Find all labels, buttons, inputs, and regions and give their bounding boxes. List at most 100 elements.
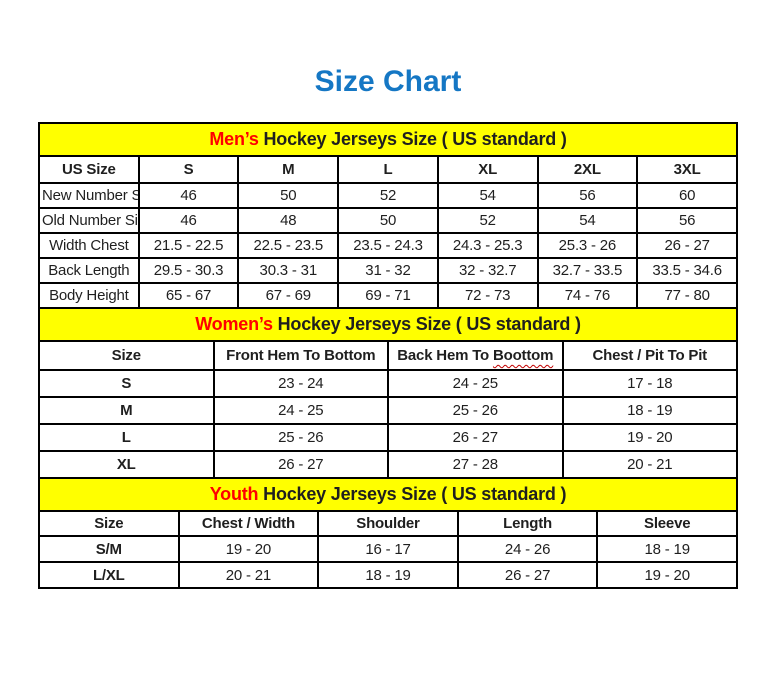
size-value-cell: 26 - 27 (456, 561, 599, 589)
row-label: Width Chest (38, 232, 140, 259)
column-header: Front Hem To Bottom (212, 340, 389, 371)
size-value-cell: 54 (536, 207, 639, 234)
row-label: New Number Size (38, 182, 140, 209)
size-value-cell: 25.3 - 26 (536, 232, 639, 259)
size-label-header: Size (38, 340, 215, 371)
size-value-cell: 26 - 27 (212, 450, 389, 479)
mens-header-row: US Size S M L XL 2XL 3XL (38, 155, 738, 184)
size-value-cell: 48 (237, 207, 340, 234)
womens-section-title-highlight: Women’s (195, 314, 273, 334)
size-value-cell: 31 - 32 (337, 257, 439, 284)
size-value-cell: 32.7 - 33.5 (536, 257, 639, 284)
row-label: XL (38, 450, 215, 479)
row-label: Old Number Size (38, 207, 140, 234)
size-value-cell: 16 - 17 (317, 535, 459, 563)
womens-section-title-rest: Hockey Jerseys Size ( US standard ) (272, 314, 581, 334)
womens-table-body: S 23 - 24 24 - 25 17 - 18 M 24 - 25 25 - 26 18 … (38, 369, 738, 479)
column-header: Shoulder (317, 510, 459, 537)
size-value-cell: 25 - 26 (212, 423, 389, 452)
size-value-cell: 69 - 71 (337, 282, 439, 309)
size-value-cell: 18 - 19 (317, 561, 459, 589)
size-value-cell: 20 - 21 (177, 561, 320, 589)
mens-size-table: Men’s Hockey Jerseys Size ( US standard … (38, 122, 738, 309)
row-label: M (38, 396, 215, 425)
table-row: L/XL 20 - 21 18 - 19 26 - 27 19 - 20 (38, 561, 738, 589)
size-chart: Men’s Hockey Jerseys Size ( US standard … (38, 122, 738, 589)
table-row: S/M 19 - 20 16 - 17 24 - 26 18 - 19 (38, 535, 738, 563)
column-header: M (237, 155, 340, 184)
size-value-cell: 20 - 21 (561, 450, 738, 479)
size-value-cell: 50 (237, 182, 340, 209)
mens-section-title: Men’s Hockey Jerseys Size ( US standard … (38, 122, 738, 157)
size-value-cell: 26 - 27 (636, 232, 738, 259)
size-value-cell: 27 - 28 (387, 450, 564, 479)
mens-table-body: New Number Size465052545660Old Number Si… (38, 182, 738, 309)
size-value-cell: 56 (536, 182, 639, 209)
table-row: Back Length 29.5 - 30.3 30.3 - 31 31 - 32 32… (38, 257, 738, 284)
size-value-cell: 17 - 18 (561, 369, 738, 398)
size-value-cell: 46 (137, 182, 240, 209)
column-header: Sleeve (596, 510, 738, 537)
size-value-cell: 22.5 - 23.5 (237, 232, 340, 259)
size-value-cell: 33.5 - 34.6 (636, 257, 738, 284)
column-header: Chest / Width (177, 510, 320, 537)
womens-size-table: Women’s Hockey Jerseys Size ( US standar… (38, 307, 738, 479)
mens-section-title-highlight: Men’s (209, 129, 259, 149)
size-value-cell: 29.5 - 30.3 (137, 257, 240, 284)
youth-section-title-rest: Hockey Jerseys Size ( US standard ) (258, 484, 567, 504)
size-value-cell: 18 - 19 (596, 535, 738, 563)
mens-section-title-rest: Hockey Jerseys Size ( US standard ) (258, 129, 567, 149)
row-label: Body Height (38, 282, 140, 309)
table-row: M 24 - 25 25 - 26 18 - 19 (38, 396, 738, 425)
table-row: L 25 - 26 26 - 27 19 - 20 (38, 423, 738, 452)
size-value-cell: 65 - 67 (137, 282, 240, 309)
size-value-cell: 52 (436, 207, 539, 234)
size-value-cell: 19 - 20 (561, 423, 738, 452)
size-value-cell: 32 - 32.7 (436, 257, 539, 284)
size-value-cell: 21.5 - 22.5 (137, 232, 240, 259)
row-label: Back Length (38, 257, 140, 284)
size-value-cell: 26 - 27 (387, 423, 564, 452)
row-label: L (38, 423, 215, 452)
size-label-header: Size (38, 510, 180, 537)
size-value-cell: 60 (636, 182, 738, 209)
table-row: Body Height 65 - 67 67 - 69 69 - 71 72 - 73 7… (38, 282, 738, 309)
size-value-cell: 54 (436, 182, 539, 209)
womens-section-band: Women’s Hockey Jerseys Size ( US standar… (38, 307, 738, 342)
size-value-cell: 46 (137, 207, 240, 234)
table-row: S 23 - 24 24 - 25 17 - 18 (38, 369, 738, 398)
youth-table-body: S/M 19 - 20 16 - 17 24 - 26 18 - 19 L/XL 20 - … (38, 535, 738, 589)
size-value-cell: 24.3 - 25.3 (436, 232, 539, 259)
table-row: Width Chest 21.5 - 22.5 22.5 - 23.5 23.5 - … (38, 232, 738, 259)
table-row: New Number Size465052545660 (38, 182, 738, 209)
size-value-cell: 77 - 80 (636, 282, 738, 309)
row-label: L/XL (38, 561, 180, 589)
column-header: L (337, 155, 439, 184)
size-value-cell: 74 - 76 (536, 282, 639, 309)
page-title: Size Chart (314, 65, 462, 98)
column-header: Chest / Pit To Pit (561, 340, 738, 371)
size-value-cell: 18 - 19 (561, 396, 738, 425)
size-label-header: US Size (38, 155, 140, 184)
mens-section-band: Men’s Hockey Jerseys Size ( US standard … (38, 122, 738, 157)
column-header: 2XL (536, 155, 639, 184)
youth-header-row: Size Chest / Width Shoulder Length Sleeve (38, 510, 738, 537)
size-value-cell: 25 - 26 (387, 396, 564, 425)
size-value-cell: 24 - 25 (212, 396, 389, 425)
column-header: Length (456, 510, 599, 537)
youth-section-title: Youth Hockey Jerseys Size ( US standard … (38, 477, 738, 512)
youth-size-table: Youth Hockey Jerseys Size ( US standard … (38, 477, 738, 589)
size-value-cell: 50 (337, 207, 439, 234)
womens-section-title: Women’s Hockey Jerseys Size ( US standar… (38, 307, 738, 342)
size-value-cell: 30.3 - 31 (237, 257, 340, 284)
column-header: Back Hem To Boottom (387, 340, 564, 371)
size-value-cell: 67 - 69 (237, 282, 340, 309)
column-header: 3XL (636, 155, 738, 184)
size-value-cell: 52 (337, 182, 439, 209)
youth-section-title-highlight: Youth (209, 484, 259, 504)
misspelled-word: Boottom (492, 347, 554, 364)
column-header: XL (436, 155, 539, 184)
table-row: Old Number Size464850525456 (38, 207, 738, 234)
womens-header-row: Size Front Hem To Bottom Back Hem To Boott… (38, 340, 738, 371)
table-row: XL 26 - 27 27 - 28 20 - 21 (38, 450, 738, 479)
